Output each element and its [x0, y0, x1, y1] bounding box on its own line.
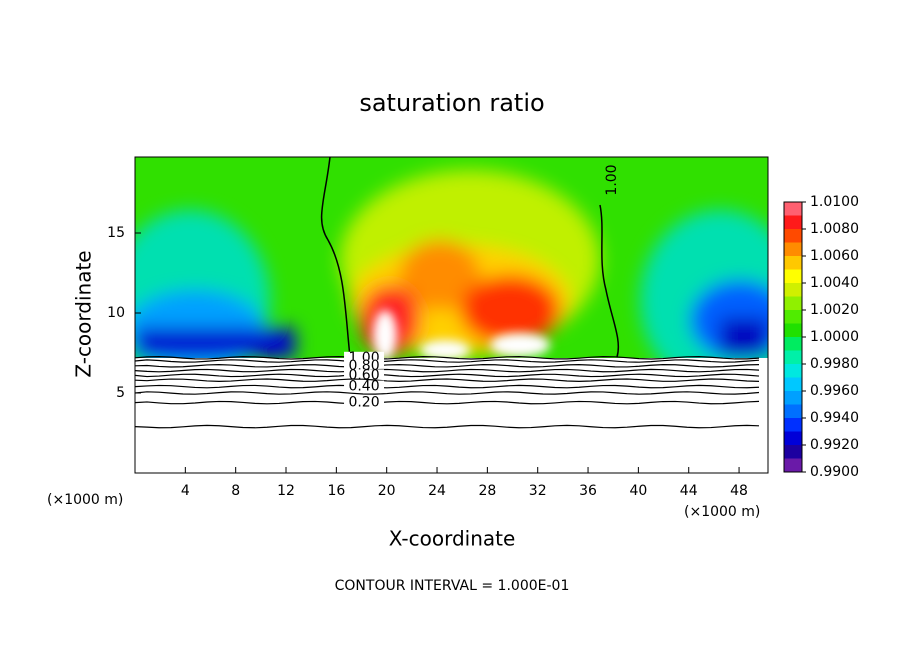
x-tick-label: 16 [327, 483, 345, 499]
colorbar-tick-label: 1.0100 [810, 194, 859, 210]
colorbar-segment [784, 256, 802, 270]
colorbar-tick-label: 0.9900 [810, 464, 859, 480]
x-tick-label: 40 [629, 483, 647, 499]
contour-line [134, 424, 760, 429]
contour-label-bg [344, 359, 385, 372]
colorbar-tick-label: 0.9960 [810, 383, 859, 399]
x-tick-label: 12 [277, 483, 295, 499]
colorbar-segment [784, 418, 802, 432]
colorbar-tick-label: 0.9920 [810, 437, 859, 453]
x-tick-label: 36 [579, 483, 597, 499]
contour-line [134, 400, 760, 405]
colorbar-tick-label: 1.0000 [810, 329, 859, 345]
y-tick-label: 10 [107, 305, 125, 321]
colorbar-segment [784, 269, 802, 283]
colorbar-segment [784, 229, 802, 243]
contour-line [134, 368, 760, 373]
contour-label: 1.00 [604, 164, 620, 195]
contour-line [134, 359, 760, 363]
contour-line [134, 373, 760, 378]
colorbar-segment [784, 364, 802, 378]
contour-label-bg [344, 396, 385, 409]
colorbar-segment [784, 458, 802, 472]
contour-label: 0.20 [348, 395, 379, 411]
x-tick-label: 32 [529, 483, 547, 499]
x-unit: (×1000 m) [47, 492, 123, 508]
x-tick-label: 4 [181, 483, 190, 499]
x-tick-label: 48 [730, 483, 748, 499]
colorbar-tick-label: 0.9940 [810, 410, 859, 426]
colorbar-segment [784, 323, 802, 337]
plot-frame [134, 156, 769, 474]
colorbar-tick-label: 1.0020 [810, 302, 859, 318]
x-tick-label: 20 [378, 483, 396, 499]
colorbar-segment [784, 296, 802, 310]
x-unit: (×1000 m) [684, 504, 760, 520]
contour-label: 0.40 [348, 379, 379, 395]
colorbar-tick-label: 1.0040 [810, 275, 859, 291]
contour-line [134, 378, 760, 383]
colorbar-tick-label: 0.9980 [810, 356, 859, 372]
colorbar-tick-label: 1.0060 [810, 248, 859, 264]
colorbar-segment [784, 310, 802, 324]
colorbar-segment [784, 215, 802, 229]
contour-label-bg [344, 369, 385, 382]
colorbar-segment [784, 283, 802, 297]
y-axis-label: Z-coordinate [72, 250, 96, 377]
contour-line [134, 384, 760, 389]
field [135, 157, 768, 473]
x-tick-label: 8 [231, 483, 240, 499]
chart-title: saturation ratio [359, 89, 544, 117]
colorbar-segment [784, 350, 802, 364]
colorbar-segment [784, 337, 802, 351]
colorbar-tick-label: 1.0080 [810, 221, 859, 237]
colorbar-segment [784, 242, 802, 256]
colorbar-segment [784, 431, 802, 445]
contour-line [134, 364, 760, 368]
colorbar-segment [784, 404, 802, 418]
colorbar-segment [784, 391, 802, 405]
x-tick-label: 44 [680, 483, 698, 499]
contour-line [134, 391, 760, 395]
x-tick-label: 28 [478, 483, 496, 499]
x-tick-label: 24 [428, 483, 446, 499]
contour-line [134, 356, 760, 360]
colorbar-segment [784, 377, 802, 391]
contour-label-bg [344, 380, 385, 393]
colorbar-segment [784, 445, 802, 459]
colorbar-segment [784, 202, 802, 216]
footer: CONTOUR INTERVAL = 1.000E-01 [335, 578, 570, 594]
y-tick-label: 5 [116, 385, 125, 401]
x-axis-label: X-coordinate [389, 527, 516, 551]
y-tick-label: 15 [107, 225, 125, 241]
